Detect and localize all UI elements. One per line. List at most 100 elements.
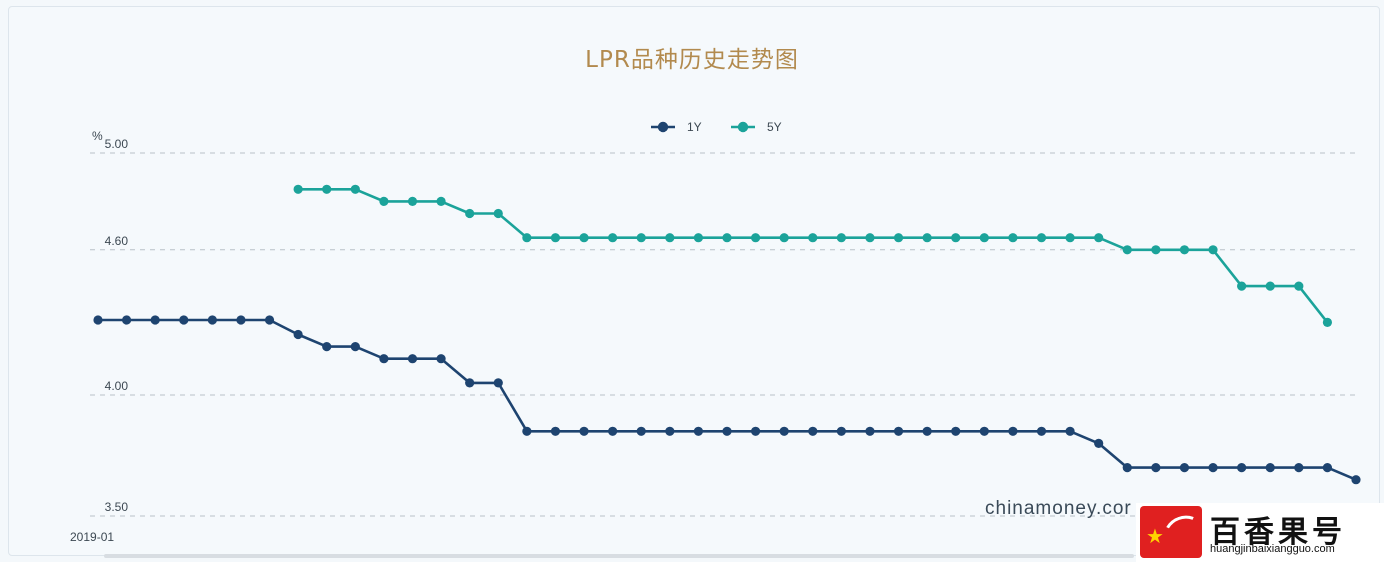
site-logo[interactable]: ★ 百香果号 huangjinbaixiangguo.com: [1136, 503, 1384, 562]
data-point-1Y-2019-07[interactable]: [264, 315, 275, 325]
data-point-1Y-2019-06[interactable]: [236, 315, 246, 325]
y-tick-label-0: 3.50: [105, 500, 129, 514]
data-point-5Y-2021-08[interactable]: [979, 233, 989, 243]
data-point-5Y-2020-09[interactable]: [665, 233, 675, 243]
data-point-1Y-2022-01[interactable]: [1122, 463, 1132, 473]
data-point-1Y-2021-04[interactable]: [865, 426, 875, 436]
data-point-1Y-2021-11[interactable]: [1065, 426, 1075, 436]
data-point-1Y-2020-12[interactable]: [750, 426, 761, 436]
data-point-1Y-2019-11[interactable]: [379, 354, 389, 364]
data-point-5Y-2022-03[interactable]: [1179, 245, 1190, 255]
data-point-5Y-2021-07[interactable]: [951, 233, 961, 243]
data-point-1Y-2019-09[interactable]: [322, 342, 332, 352]
data-point-5Y-2021-06[interactable]: [922, 233, 932, 243]
data-point-1Y-2022-04[interactable]: [1208, 463, 1218, 473]
data-point-1Y-2020-07[interactable]: [608, 426, 618, 436]
data-point-1Y-2019-04[interactable]: [179, 315, 189, 325]
data-point-1Y-2021-12[interactable]: [1094, 438, 1104, 448]
data-point-5Y-2021-05[interactable]: [893, 233, 904, 243]
legend-label-5Y[interactable]: 5Y: [767, 120, 782, 134]
data-point-5Y-2021-12[interactable]: [1094, 233, 1104, 243]
data-point-1Y-2021-05[interactable]: [893, 426, 904, 436]
data-point-1Y-2022-02[interactable]: [1151, 463, 1161, 473]
data-point-1Y-2022-07[interactable]: [1294, 463, 1304, 473]
data-point-1Y-2019-10[interactable]: [350, 342, 360, 352]
star-icon: ★: [1146, 524, 1164, 548]
data-point-1Y-2020-11[interactable]: [722, 426, 732, 436]
data-point-1Y-2021-03[interactable]: [836, 426, 846, 436]
data-point-5Y-2021-03[interactable]: [836, 233, 846, 243]
data-point-5Y-2021-04[interactable]: [865, 233, 875, 243]
data-point-1Y-2020-04[interactable]: [522, 426, 532, 436]
data-point-1Y-2019-08[interactable]: [293, 329, 303, 340]
data-point-1Y-2021-07[interactable]: [951, 426, 961, 436]
data-point-5Y-2022-06[interactable]: [1265, 281, 1275, 291]
legend-marker-1Y[interactable]: [657, 121, 669, 133]
data-point-1Y-2020-10[interactable]: [693, 426, 704, 436]
data-point-5Y-2020-05[interactable]: [550, 233, 561, 243]
data-point-1Y-2021-08[interactable]: [979, 426, 989, 436]
data-point-1Y-2022-09[interactable]: [1351, 475, 1361, 485]
data-point-1Y-2020-02[interactable]: [465, 378, 475, 388]
data-point-5Y-2019-08[interactable]: [293, 184, 303, 194]
data-point-5Y-2022-07[interactable]: [1294, 281, 1304, 291]
data-point-5Y-2021-10[interactable]: [1036, 233, 1047, 243]
data-point-5Y-2020-04[interactable]: [522, 233, 532, 243]
legend-label-1Y[interactable]: 1Y: [687, 120, 702, 134]
data-point-5Y-2020-07[interactable]: [608, 233, 618, 243]
data-point-1Y-2021-10[interactable]: [1036, 426, 1047, 436]
y-axis-unit-label: %: [92, 129, 103, 143]
source-watermark: chinamoney.cor: [985, 498, 1132, 519]
data-point-1Y-2020-08[interactable]: [636, 426, 646, 436]
chart-panel: [8, 6, 1380, 556]
data-point-5Y-2022-05[interactable]: [1237, 281, 1247, 291]
data-point-1Y-2020-09[interactable]: [665, 426, 675, 436]
y-tick-label-2: 4.60: [105, 234, 129, 248]
data-point-5Y-2020-01[interactable]: [436, 196, 446, 206]
data-point-5Y-2021-02[interactable]: [808, 233, 818, 243]
horizontal-scrollbar[interactable]: [104, 554, 1134, 558]
data-point-5Y-2019-12[interactable]: [407, 196, 418, 206]
data-point-5Y-2019-11[interactable]: [379, 196, 389, 206]
data-point-1Y-2021-02[interactable]: [808, 426, 818, 436]
data-point-5Y-2020-08[interactable]: [636, 233, 646, 243]
data-point-1Y-2022-06[interactable]: [1265, 463, 1275, 473]
data-point-1Y-2021-09[interactable]: [1008, 426, 1018, 436]
logo-name: 百香果号: [1210, 515, 1346, 550]
legend-marker-5Y[interactable]: [737, 121, 749, 133]
data-point-1Y-2022-08[interactable]: [1322, 463, 1333, 473]
data-point-5Y-2022-02[interactable]: [1151, 245, 1161, 255]
swoosh-icon: [1159, 510, 1209, 556]
data-point-1Y-2020-06[interactable]: [579, 426, 589, 436]
data-point-5Y-2022-04[interactable]: [1208, 245, 1218, 255]
data-point-1Y-2019-01[interactable]: [93, 315, 103, 325]
data-point-1Y-2019-05[interactable]: [207, 315, 217, 325]
data-point-1Y-2020-01[interactable]: [436, 354, 446, 364]
data-point-1Y-2020-05[interactable]: [550, 426, 561, 436]
data-point-5Y-2021-01[interactable]: [779, 233, 789, 243]
data-point-5Y-2020-12[interactable]: [750, 233, 761, 243]
data-point-5Y-2020-10[interactable]: [693, 233, 704, 243]
data-point-1Y-2019-02[interactable]: [121, 315, 132, 325]
data-point-5Y-2021-11[interactable]: [1065, 233, 1075, 243]
y-tick-label-1: 4.00: [105, 379, 129, 393]
data-point-1Y-2021-01[interactable]: [779, 426, 789, 436]
data-point-5Y-2019-09[interactable]: [322, 184, 332, 194]
data-point-5Y-2022-08[interactable]: [1322, 317, 1333, 327]
data-point-1Y-2019-12[interactable]: [407, 354, 418, 364]
data-point-5Y-2020-06[interactable]: [579, 233, 589, 243]
logo-mark-icon: ★: [1140, 506, 1209, 558]
series-line-1Y: [98, 318, 1357, 481]
data-point-5Y-2019-10[interactable]: [350, 184, 360, 194]
data-point-1Y-2021-06[interactable]: [922, 426, 932, 436]
data-point-1Y-2020-03[interactable]: [493, 378, 503, 388]
data-point-1Y-2022-05[interactable]: [1237, 463, 1247, 473]
data-point-5Y-2020-03[interactable]: [493, 208, 503, 219]
data-point-1Y-2022-03[interactable]: [1179, 463, 1190, 473]
data-point-5Y-2022-01[interactable]: [1122, 245, 1132, 255]
data-point-5Y-2020-02[interactable]: [465, 208, 475, 219]
data-point-1Y-2019-03[interactable]: [150, 315, 160, 325]
data-point-5Y-2020-11[interactable]: [722, 233, 732, 243]
data-point-5Y-2021-09[interactable]: [1008, 233, 1018, 243]
